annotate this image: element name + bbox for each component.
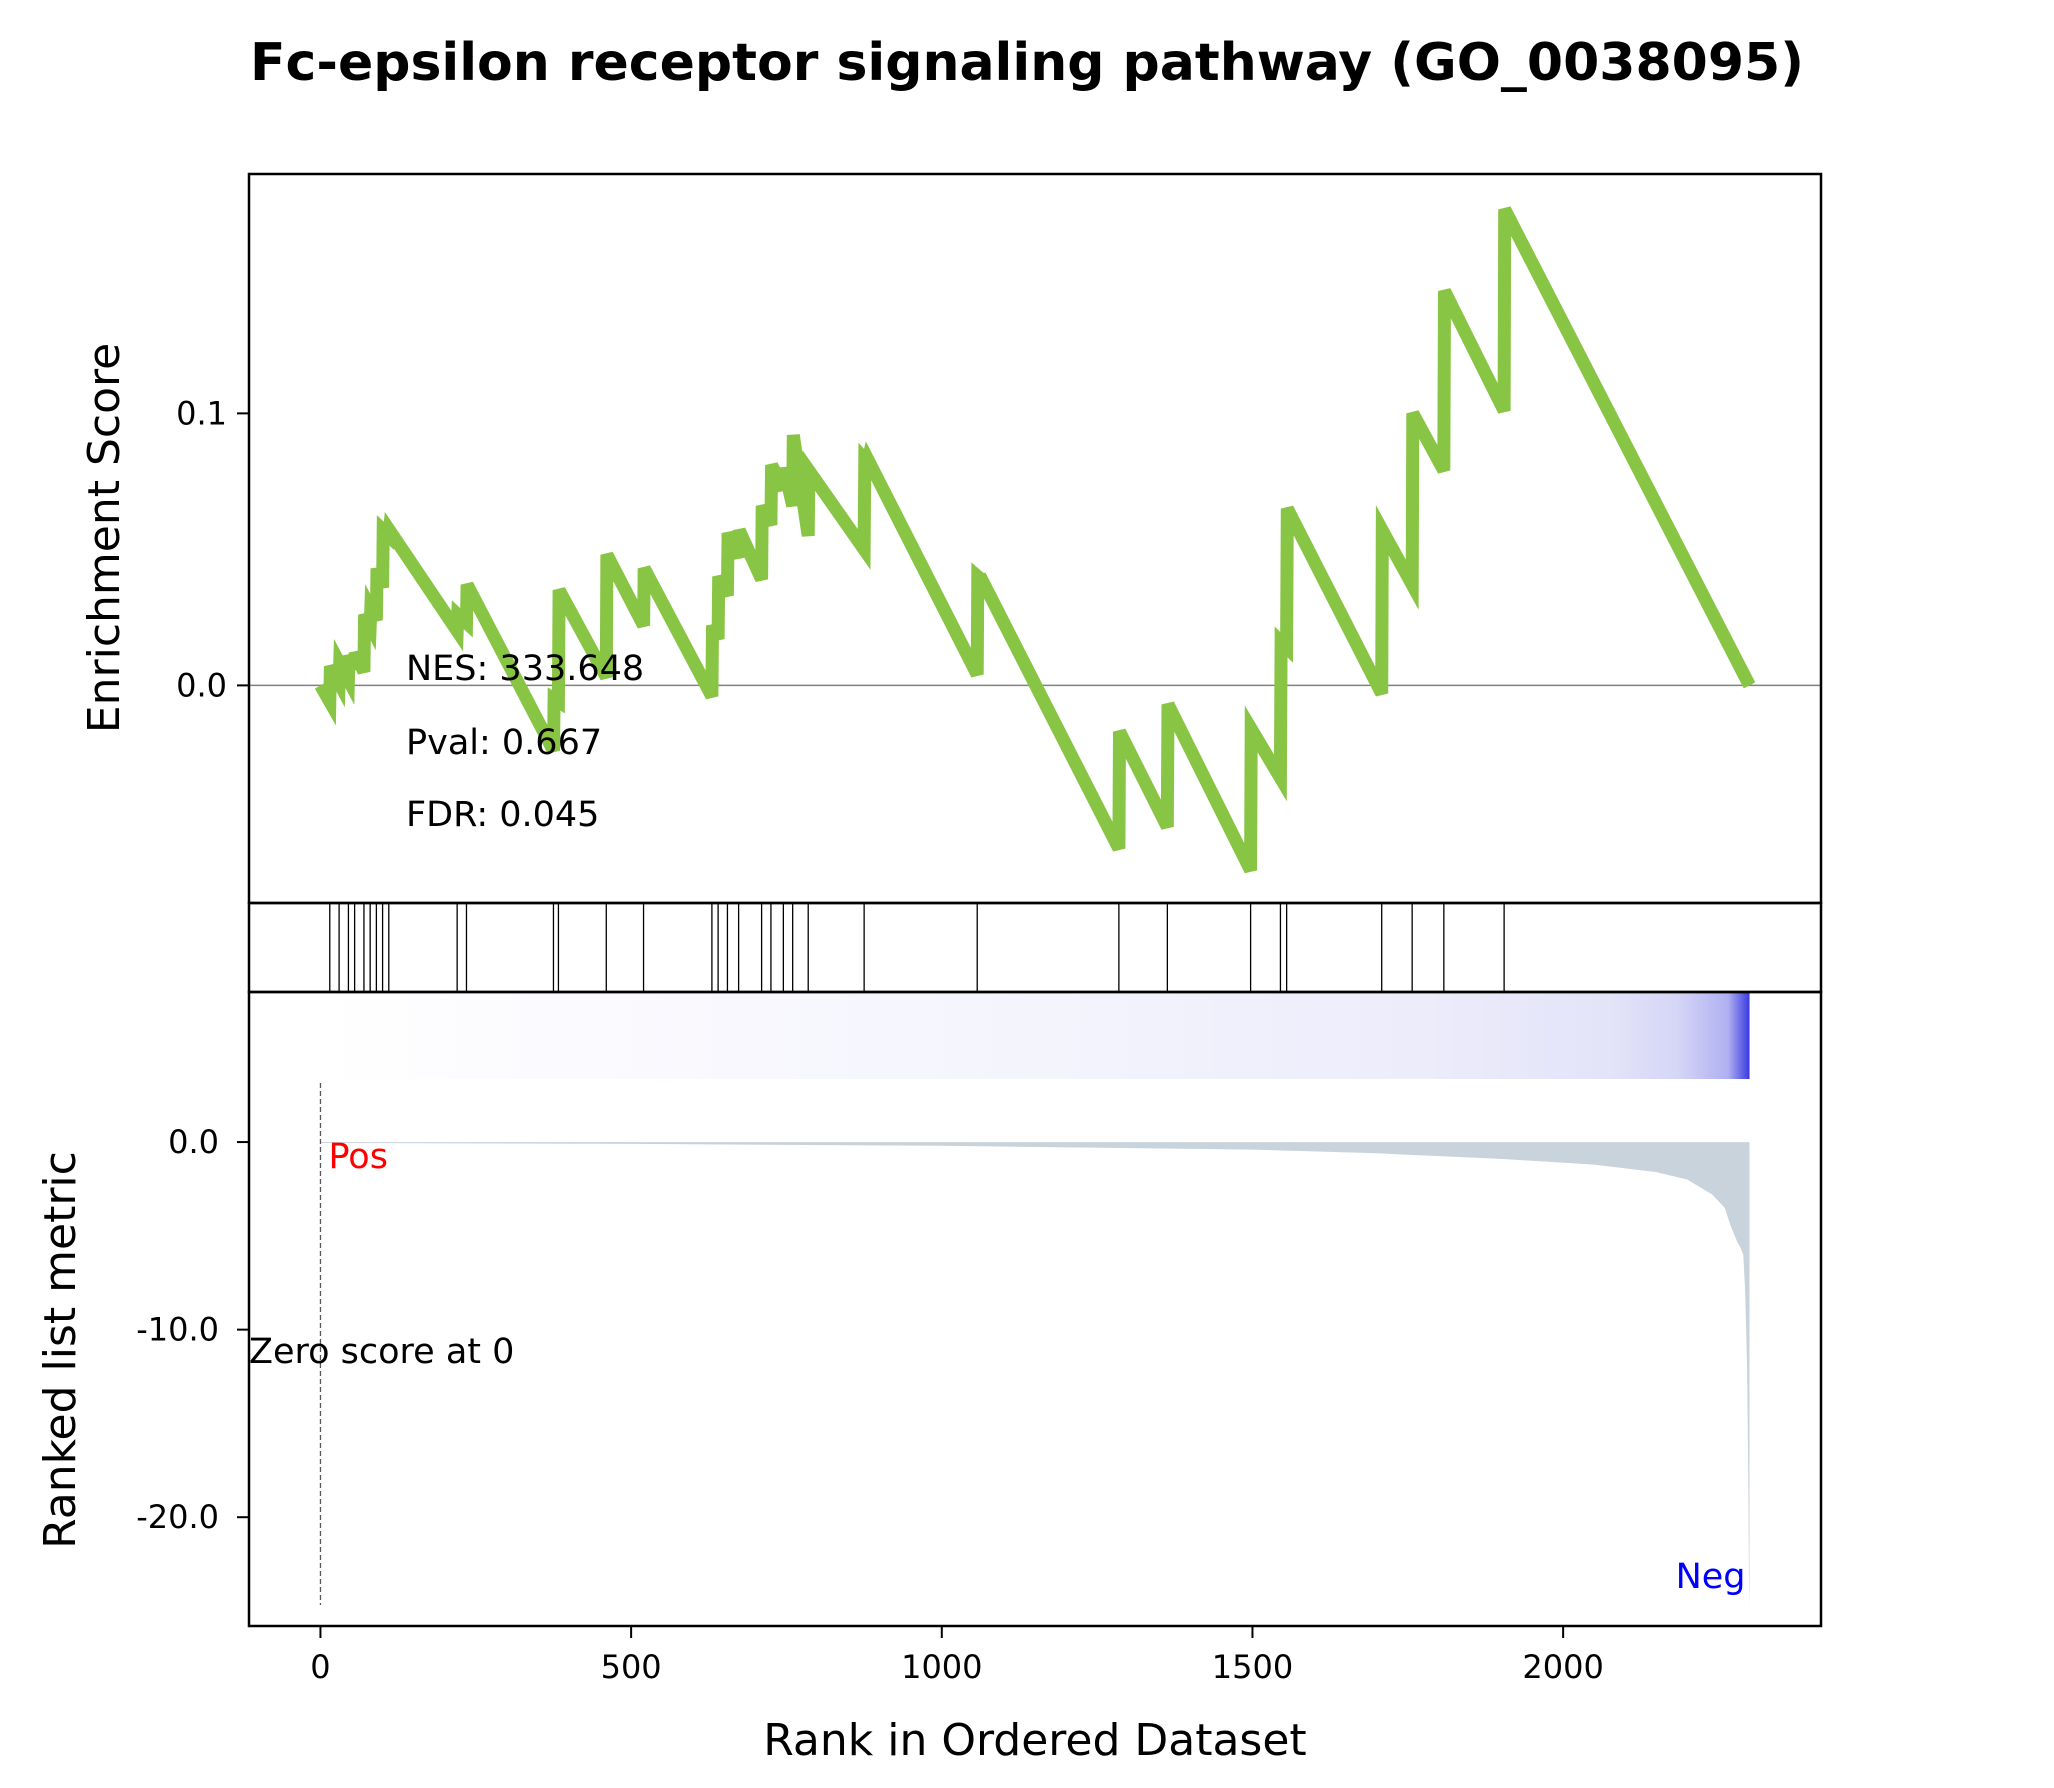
- pval-annotation: Pval: 0.667: [406, 723, 602, 763]
- x-axis-ticks: 0 500 1000 1500 2000: [310, 1626, 1604, 1686]
- x-axis-label: Rank in Ordered Dataset: [763, 1715, 1306, 1766]
- neg-label: Neg: [1676, 1557, 1746, 1597]
- chart-title: Fc-epsilon receptor signaling pathway (G…: [250, 33, 1804, 93]
- x-tick-label: 1500: [1212, 1648, 1293, 1686]
- metric-y-ticks: 0.0 -10.0 -20.0: [136, 1123, 249, 1536]
- zero-score-label: Zero score at 0: [249, 1332, 514, 1372]
- metric-y-axis-label: Ranked list metric: [35, 1151, 86, 1549]
- metric-y-tick-label: -20.0: [136, 1498, 219, 1536]
- hits-panel-frame: [247, 901, 1823, 994]
- es-panel: 0.0 0.1 NES: 333.648 Pval: 0.667 FDR: 0.0…: [79, 206, 1821, 874]
- rank-heatmap: [320, 992, 1750, 1079]
- hits-panel: [329, 903, 1505, 992]
- metric-area: [320, 1142, 1750, 1608]
- es-y-ticks: 0.0 0.1: [176, 394, 249, 704]
- metric-y-tick-label: 0.0: [168, 1123, 219, 1161]
- es-y-tick-label: 0.1: [176, 394, 227, 432]
- nes-annotation: NES: 333.648: [406, 649, 644, 689]
- metric-y-tick-label: -10.0: [136, 1311, 219, 1349]
- x-tick-label: 1000: [901, 1648, 982, 1686]
- es-series-line: [314, 206, 1756, 874]
- es-panel-frame: [247, 172, 1823, 905]
- x-tick-label: 0: [310, 1648, 330, 1686]
- x-tick-label: 500: [601, 1648, 662, 1686]
- es-y-axis-label: Enrichment Score: [79, 343, 130, 733]
- metric-panel: 0.0 -10.0 -20.0 Pos Neg Zero score at 0 Ra…: [35, 992, 1750, 1608]
- es-y-tick-label: 0.0: [176, 666, 227, 704]
- x-tick-label: 2000: [1522, 1648, 1603, 1686]
- fdr-annotation: FDR: 0.045: [406, 795, 599, 835]
- metric-panel-frame: [247, 990, 1823, 1628]
- pos-label: Pos: [328, 1137, 388, 1177]
